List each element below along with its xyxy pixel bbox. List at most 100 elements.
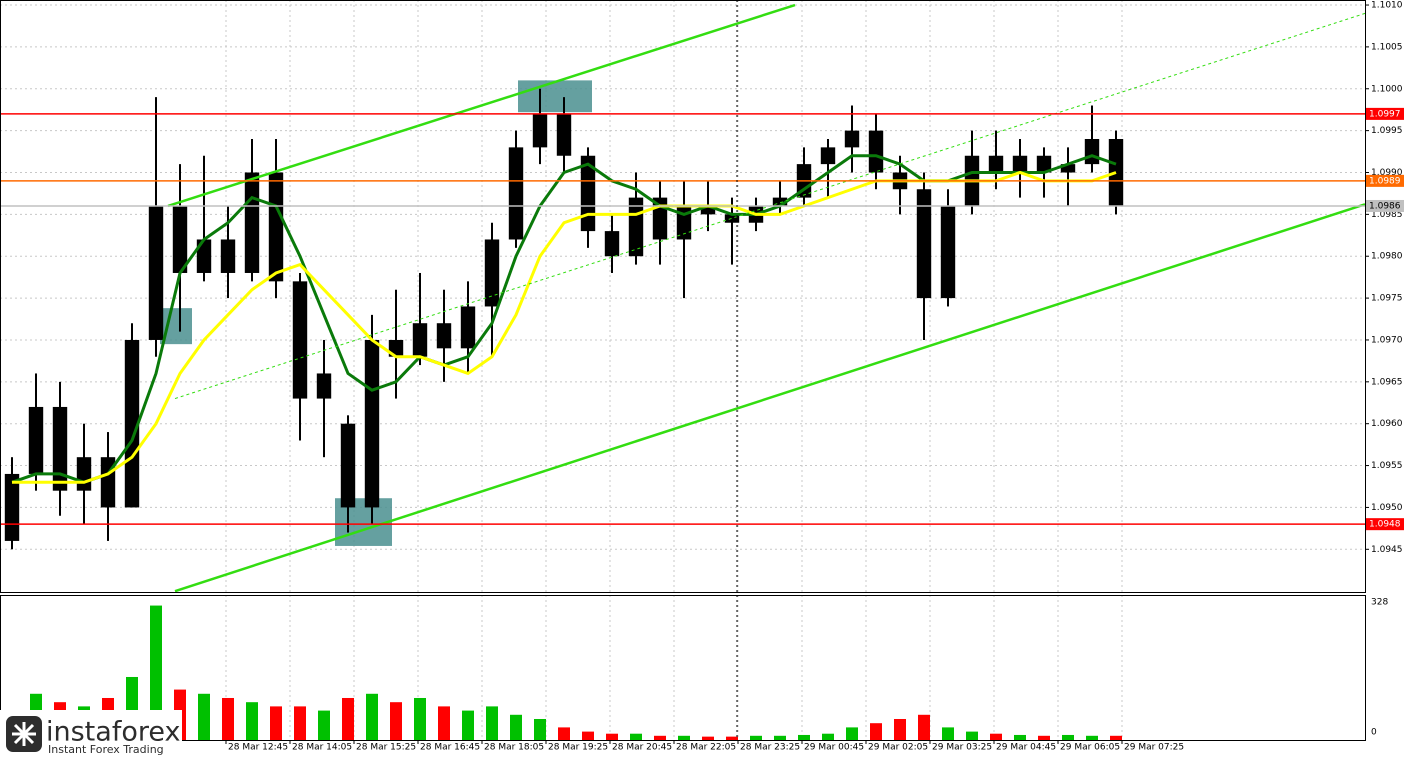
volume-bar [702, 736, 714, 740]
y-tick-label: 1.0985 [1371, 210, 1403, 220]
candle-body [4, 473, 20, 541]
volume-bar [1110, 735, 1122, 740]
x-tick-label: 28 Mar 22:05 [676, 743, 736, 753]
candle-body [844, 130, 860, 148]
volume-bar [1086, 735, 1098, 740]
volume-bar [606, 733, 618, 740]
volume-bar [582, 731, 594, 740]
candle-body [724, 214, 740, 223]
x-tick-label: 29 Mar 04:45 [996, 743, 1056, 753]
plot-layer [0, 3, 1366, 740]
volume-bar [798, 734, 810, 740]
y-tick-label: 1.0955 [1371, 461, 1403, 471]
grid-layer [0, 0, 1365, 740]
volume-bar [294, 706, 306, 740]
volume-bar [198, 693, 210, 740]
logo-mark [12, 722, 36, 746]
candle-body [172, 205, 188, 273]
candle-body [52, 406, 68, 491]
volume-bar [1014, 734, 1026, 740]
x-tick-label: 29 Mar 03:25 [932, 743, 992, 753]
candle-body [124, 339, 140, 508]
volume-bar [678, 735, 690, 740]
x-tick-label: 28 Mar 16:45 [420, 743, 480, 753]
candle-body [916, 189, 932, 299]
candle-body [292, 281, 308, 399]
level-label-bg [1366, 518, 1404, 531]
candle-body [76, 457, 92, 491]
y-tick-label: 1.1005 [1371, 42, 1403, 52]
x-tick-label: 28 Mar 20:45 [612, 743, 672, 753]
x-tick-label: 29 Mar 00:45 [804, 743, 864, 753]
volume-bar [390, 702, 402, 740]
volume-bar [966, 731, 978, 740]
logo-tagline: Instant Forex Trading [48, 743, 164, 756]
y-tick-label: 1.0945 [1371, 545, 1403, 555]
volume-bar [846, 727, 858, 740]
candle-body [940, 205, 956, 299]
candle-body [316, 373, 332, 399]
x-tick-label: 29 Mar 06:05 [1060, 743, 1120, 753]
y-tick-label: 1.0970 [1371, 335, 1403, 345]
volume-bar [1038, 735, 1050, 740]
x-tick-label: 29 Mar 07:25 [1124, 743, 1184, 753]
volume-bar [246, 702, 258, 740]
volume-bar [750, 735, 762, 740]
volume-bar [1062, 734, 1074, 740]
level-label: 1.0948 [1369, 520, 1401, 530]
volume-bar [270, 706, 282, 740]
y-tick-label: 1.1010 [1371, 1, 1403, 11]
level-label-bg [1366, 174, 1404, 187]
logo-name: instaforex [46, 717, 180, 748]
candle-body [28, 406, 44, 474]
volume-bar [654, 735, 666, 740]
volume-bar [942, 727, 954, 740]
trend-line [174, 203, 1366, 593]
candle-body [268, 172, 284, 282]
volume-bar [894, 718, 906, 740]
candle-body [1060, 164, 1076, 173]
volume-bar [486, 706, 498, 740]
volume-bar [462, 710, 474, 740]
y-tick-label: 1.0980 [1371, 252, 1403, 262]
y-tick-label: 1.0975 [1371, 294, 1403, 304]
volume-bar [822, 733, 834, 740]
candle-body [484, 239, 500, 307]
candle-body [460, 306, 476, 349]
candle-body [868, 130, 884, 173]
volume-bar [558, 727, 570, 740]
highlight-box [518, 80, 592, 113]
volume-bar [870, 723, 882, 740]
candle-body [772, 197, 788, 206]
logo: instaforex Instant Forex Trading [0, 710, 182, 759]
volume-bar [342, 697, 354, 740]
candle-body [604, 231, 620, 257]
x-tick-label: 28 Mar 12:45 [228, 743, 288, 753]
candle-body [1036, 155, 1052, 173]
volume-tick-label: 0 [1371, 728, 1377, 738]
y-tick-label: 1.1000 [1371, 84, 1403, 94]
candle-body [532, 113, 548, 148]
candle-body [820, 147, 836, 165]
candle-body [340, 423, 356, 508]
volume-bar [990, 733, 1002, 740]
x-tick-label: 28 Mar 14:05 [292, 743, 352, 753]
y-tick-label: 1.0990 [1371, 168, 1403, 178]
x-tick-label: 28 Mar 23:25 [740, 743, 800, 753]
candle-body [412, 323, 428, 357]
candle-body [556, 113, 572, 156]
candle-body [196, 239, 212, 273]
level-label: 1.0997 [1369, 109, 1401, 119]
volume-bar [726, 736, 738, 740]
candle-body [700, 205, 716, 215]
candle-body [988, 155, 1004, 173]
candle-body [244, 172, 260, 273]
y-tick-label: 1.0995 [1371, 126, 1403, 136]
candle-body [148, 205, 164, 340]
level-label: 1.0986 [1369, 201, 1401, 211]
volume-tick-label: 328 [1371, 598, 1388, 608]
candle-body [580, 155, 596, 232]
candle-body [1084, 138, 1100, 165]
